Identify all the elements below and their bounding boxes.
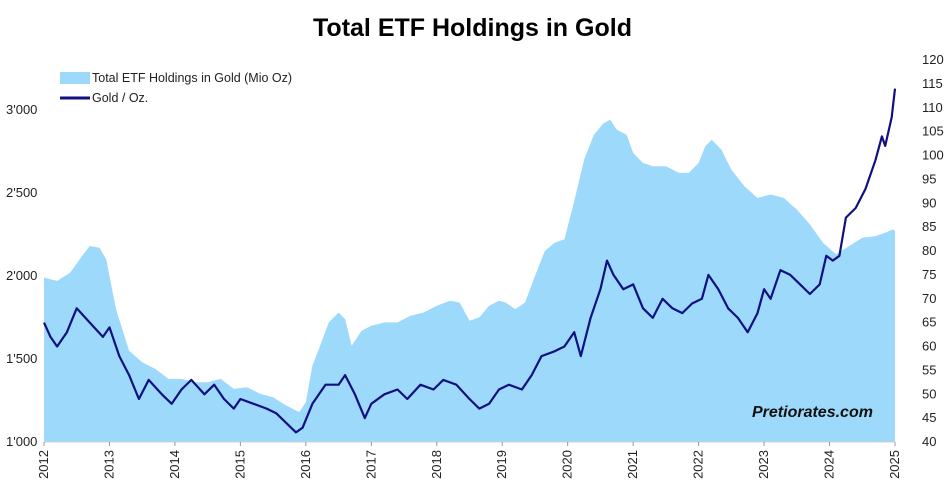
- x-tick-label: 2021: [625, 450, 640, 479]
- right-tick-label: 85: [922, 219, 936, 234]
- x-tick-label: 2016: [298, 450, 313, 479]
- x-tick-label: 2018: [429, 450, 444, 479]
- x-tick-label: 2019: [494, 450, 509, 479]
- left-tick-label: 3'000: [6, 102, 37, 117]
- right-tick-label: 110: [922, 100, 943, 115]
- right-tick-label: 115: [922, 76, 943, 91]
- left-tick-label: 1'000: [6, 434, 37, 449]
- gold-price-line: [42, 88, 897, 434]
- right-tick-label: 100: [922, 148, 944, 163]
- right-tick-label: 65: [922, 315, 936, 330]
- etf-holdings-area-layer: [44, 119, 895, 443]
- chart-title: Total ETF Holdings in Gold: [313, 14, 632, 42]
- gold-price-line-layer: [42, 88, 897, 434]
- left-axis-ticks: 1'000 1'500 2'000 2'500 3'000: [6, 102, 37, 449]
- x-axis-ticks: 2012 2013 2014 2015 2016 2017 2018 2019 2020 2021…: [36, 442, 902, 479]
- left-tick-label: 2'500: [6, 185, 37, 200]
- left-tick-label: 2'000: [6, 268, 37, 283]
- x-tick-label: 2014: [167, 450, 182, 479]
- right-tick-label: 70: [922, 291, 936, 306]
- legend-swatch-etf-holdings: [60, 72, 90, 84]
- left-tick-label: 1'500: [6, 351, 37, 366]
- right-tick-label: 90: [922, 195, 936, 210]
- x-tick-label: 2023: [756, 450, 771, 479]
- watermark: Pretiorates.com: [752, 404, 873, 421]
- x-tick-label: 2024: [822, 450, 837, 479]
- etf-holdings-area: [44, 119, 895, 443]
- x-tick-label: 2015: [232, 450, 247, 479]
- right-tick-label: 120: [922, 52, 944, 67]
- right-tick-label: 95: [922, 171, 936, 186]
- x-tick-label: 2025: [887, 450, 902, 479]
- x-tick-label: 2022: [691, 450, 706, 479]
- right-tick-label: 75: [922, 267, 936, 282]
- right-tick-label: 45: [922, 410, 936, 425]
- x-tick-label: 2017: [363, 450, 378, 479]
- x-tick-label: 2012: [36, 450, 51, 479]
- right-tick-label: 55: [922, 362, 936, 377]
- x-tick-label: 2013: [102, 450, 117, 479]
- legend-label-etf-holdings: Total ETF Holdings in Gold (Mio Oz): [92, 71, 292, 85]
- legend: Total ETF Holdings in Gold (Mio Oz) Gold…: [60, 71, 292, 105]
- right-tick-label: 60: [922, 339, 936, 354]
- right-axis-ticks: 40 45 50 55 60 65 70 75 80 85 90 95 100 105 110 115 120: [922, 52, 944, 449]
- right-tick-label: 105: [922, 124, 944, 139]
- right-tick-label: 40: [922, 434, 936, 449]
- x-tick-label: 2020: [560, 450, 575, 479]
- right-tick-label: 50: [922, 386, 936, 401]
- right-tick-label: 80: [922, 243, 936, 258]
- legend-label-gold: Gold / Oz.: [92, 91, 148, 105]
